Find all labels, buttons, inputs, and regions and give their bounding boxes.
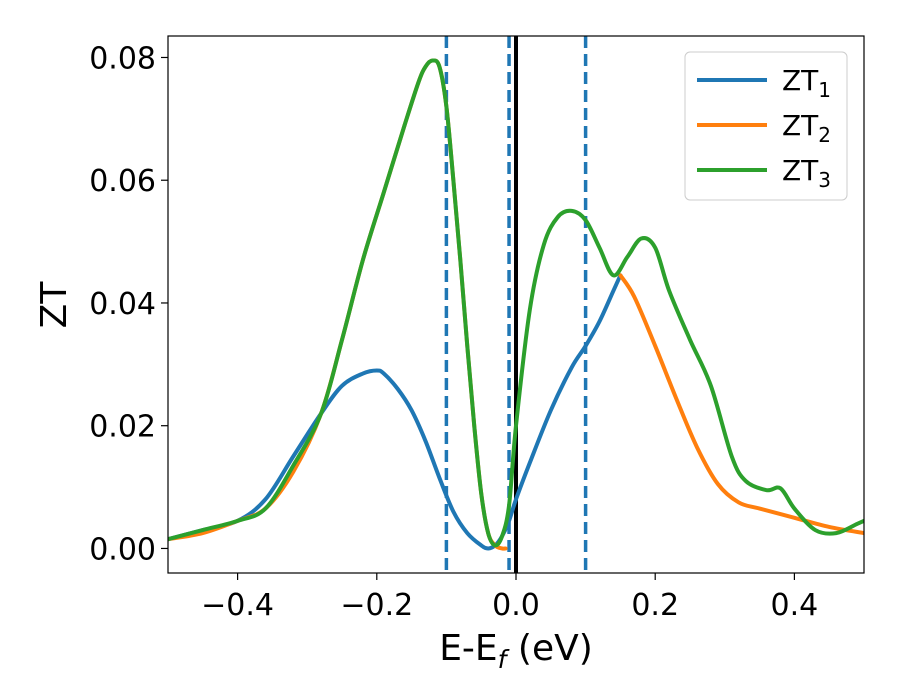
y-tick-label: 0.04 [89,287,156,322]
legend-label-zt3-name: ZT [782,154,819,187]
y-tick-label: 0.00 [89,532,156,567]
series-line-zt2-part1 [618,273,864,536]
series-lines [168,58,864,551]
x-tick-label: 0.0 [492,588,540,623]
y-axis-title: ZT [34,281,75,329]
y-tick-label: 0.02 [89,410,156,445]
y-axis: 0.00 0.02 0.04 0.06 0.08 [89,41,168,567]
series-line-zt1 [168,273,623,551]
legend: ZT1 ZT2 ZT3 [684,51,848,201]
reference-lines [444,36,588,573]
x-tick-label: −0.4 [201,588,274,623]
legend-label-zt3: ZT3 [782,154,831,192]
x-tick-label: 0.2 [631,588,679,623]
x-tick-label: 0.4 [771,588,819,623]
legend-label-zt2: ZT2 [782,109,831,147]
legend-label-zt3-sub: 3 [818,168,831,192]
legend-label-zt1: ZT1 [782,64,831,102]
series-line-zt2-part0 [168,58,508,551]
series-line-zt3 [168,58,864,548]
legend-label-zt1-name: ZT [782,64,819,97]
legend-label-zt2-name: ZT [782,109,819,142]
legend-label-zt1-sub: 1 [818,78,831,102]
legend-label-zt2-sub: 2 [818,123,831,147]
y-tick-label: 0.06 [89,164,156,199]
x-axis-title-text: E-E [439,628,497,669]
x-axis: −0.4 −0.2 0.0 0.2 0.4 [201,573,818,623]
y-tick-label: 0.08 [89,41,156,76]
x-tick-label: −0.2 [340,588,413,623]
x-axis-title-unit: (eV) [506,628,592,669]
x-axis-title: E-Ef (eV) [439,628,593,674]
